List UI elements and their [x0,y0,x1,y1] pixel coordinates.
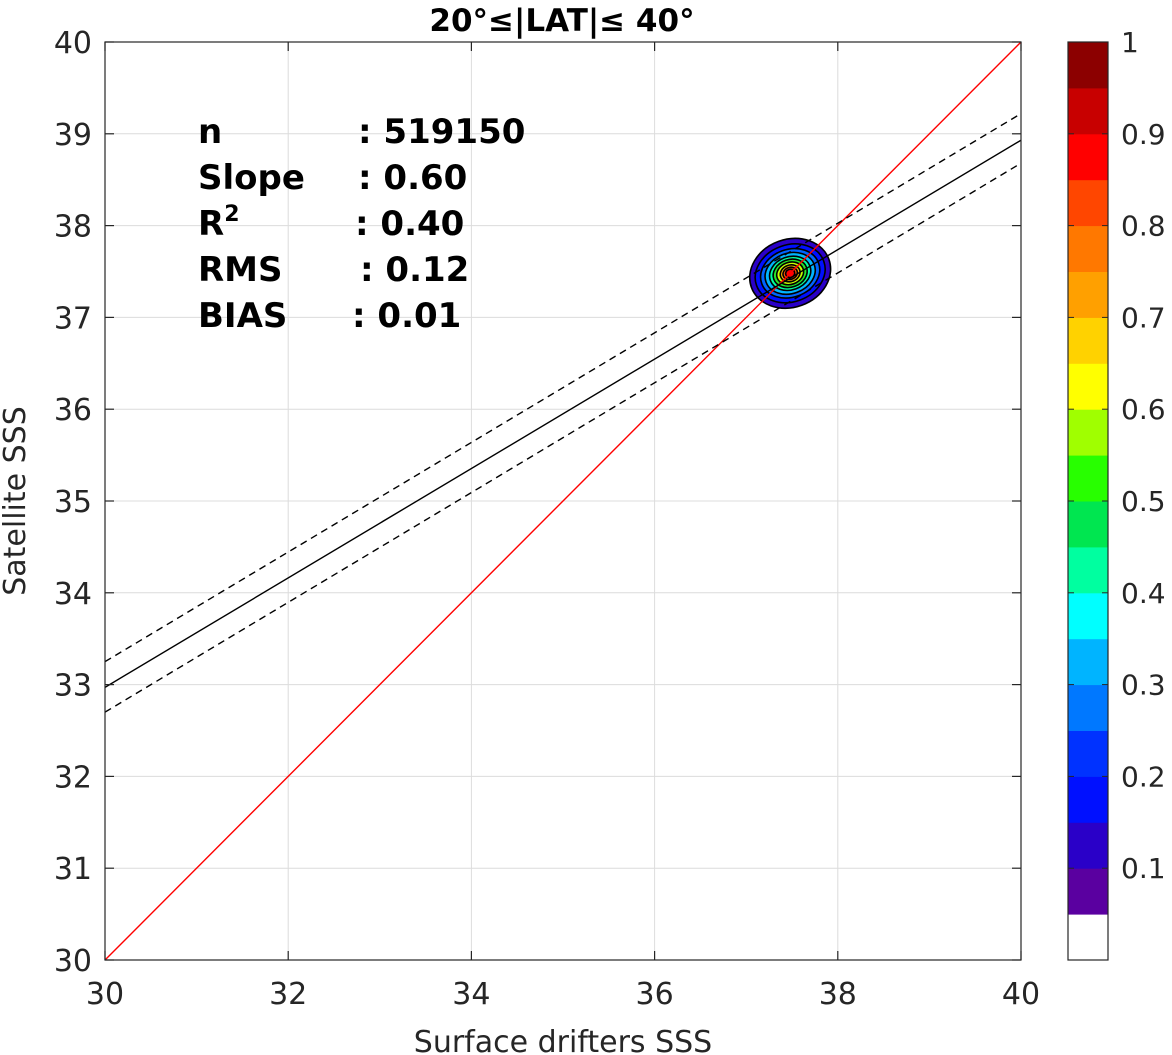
colorbar-segment [1068,42,1108,89]
y-tick-label: 36 [54,393,92,428]
colorbar-segment [1068,638,1108,686]
colorbar: 0.1 0.2 0.3 0.4 0.5 0.6 0.7 0.8 0.9 1 [1067,26,1166,961]
stat-value: : 0.12 [360,250,469,290]
colorbar-tick-label: 1 [1121,26,1139,59]
colorbar-tick-label: 0.1 [1121,852,1166,885]
stat-value: : 0.01 [352,296,461,336]
stat-value: : 0.40 [355,204,464,244]
stat-label: Slope [198,158,305,198]
regression-lines [104,41,1022,961]
x-tick-label: 38 [819,977,857,1012]
stat-label: BIAS [198,296,287,336]
stat-label: n [198,112,222,152]
axis-ticks: 30 32 34 36 38 40 30 31 32 33 34 35 36 37 38 39 40 [54,26,1040,1012]
colorbar-segment [1068,225,1108,272]
colorbar-segment [1068,546,1108,594]
x-tick-label: 30 [86,977,124,1012]
colorbar-tick-label: 0.6 [1121,393,1166,426]
colorbar-segment [1068,684,1108,731]
colorbar-tick-label: 0.8 [1121,210,1166,243]
colorbar-segment [1068,776,1108,823]
colorbar-tick-label: 0.7 [1121,301,1166,334]
colorbar-segment [1068,592,1108,640]
colorbar-segment [1068,868,1108,915]
y-tick-label: 35 [54,485,92,520]
stat-value: : 0.60 [358,158,467,198]
y-tick-label: 39 [54,118,92,153]
stats-annotation: n : 519150 Slope : 0.60 R2 : 0.40 RMS : 0.12 BIA… [198,112,525,336]
colorbar-segment [1068,317,1108,364]
colorbar-tick-label: 0.5 [1121,485,1166,518]
colorbar-tick-label: 0.2 [1121,760,1166,793]
colorbar-segment [1068,455,1108,502]
x-tick-label: 32 [269,977,307,1012]
colorbar-tick-label: 0.3 [1121,669,1166,702]
x-tick-label: 34 [452,977,490,1012]
y-tick-label: 33 [54,669,92,704]
stat-label: RMS [198,250,283,290]
fit-upper-line [104,113,1022,663]
stat-label: R2 [198,202,240,244]
x-tick-label: 40 [1002,977,1040,1012]
colorbar-tick-label: 0.9 [1121,118,1166,151]
y-axis-label: Satellite SSS [0,406,33,596]
stat-value: : 519150 [358,112,525,152]
fit-lower-line [104,162,1022,713]
colorbar-segment [1068,822,1108,869]
colorbar-segment [1068,179,1108,227]
y-tick-label: 30 [54,944,92,979]
colorbar-segment [1068,87,1108,135]
y-tick-label: 32 [54,760,92,795]
x-tick-label: 36 [636,977,674,1012]
y-tick-label: 38 [54,210,92,245]
x-axis-label: Surface drifters SSS [414,1025,712,1055]
colorbar-segment [1068,409,1108,456]
colorbar-segment [1068,271,1108,318]
colorbar-segment [1068,914,1108,961]
colorbar-segment [1068,363,1108,410]
colorbar-segment [1068,730,1108,777]
y-tick-label: 40 [54,26,92,61]
fit-line [104,139,1022,688]
chart-title: 20°≤|LAT|≤ 40° [429,3,694,39]
y-tick-label: 31 [54,852,92,887]
colorbar-segment [1068,133,1108,181]
y-tick-label: 37 [54,301,92,336]
identity-line [104,41,1022,961]
colorbar-segment [1068,501,1108,548]
colorbar-tick-label: 0.4 [1121,577,1166,610]
y-tick-label: 34 [54,577,92,612]
